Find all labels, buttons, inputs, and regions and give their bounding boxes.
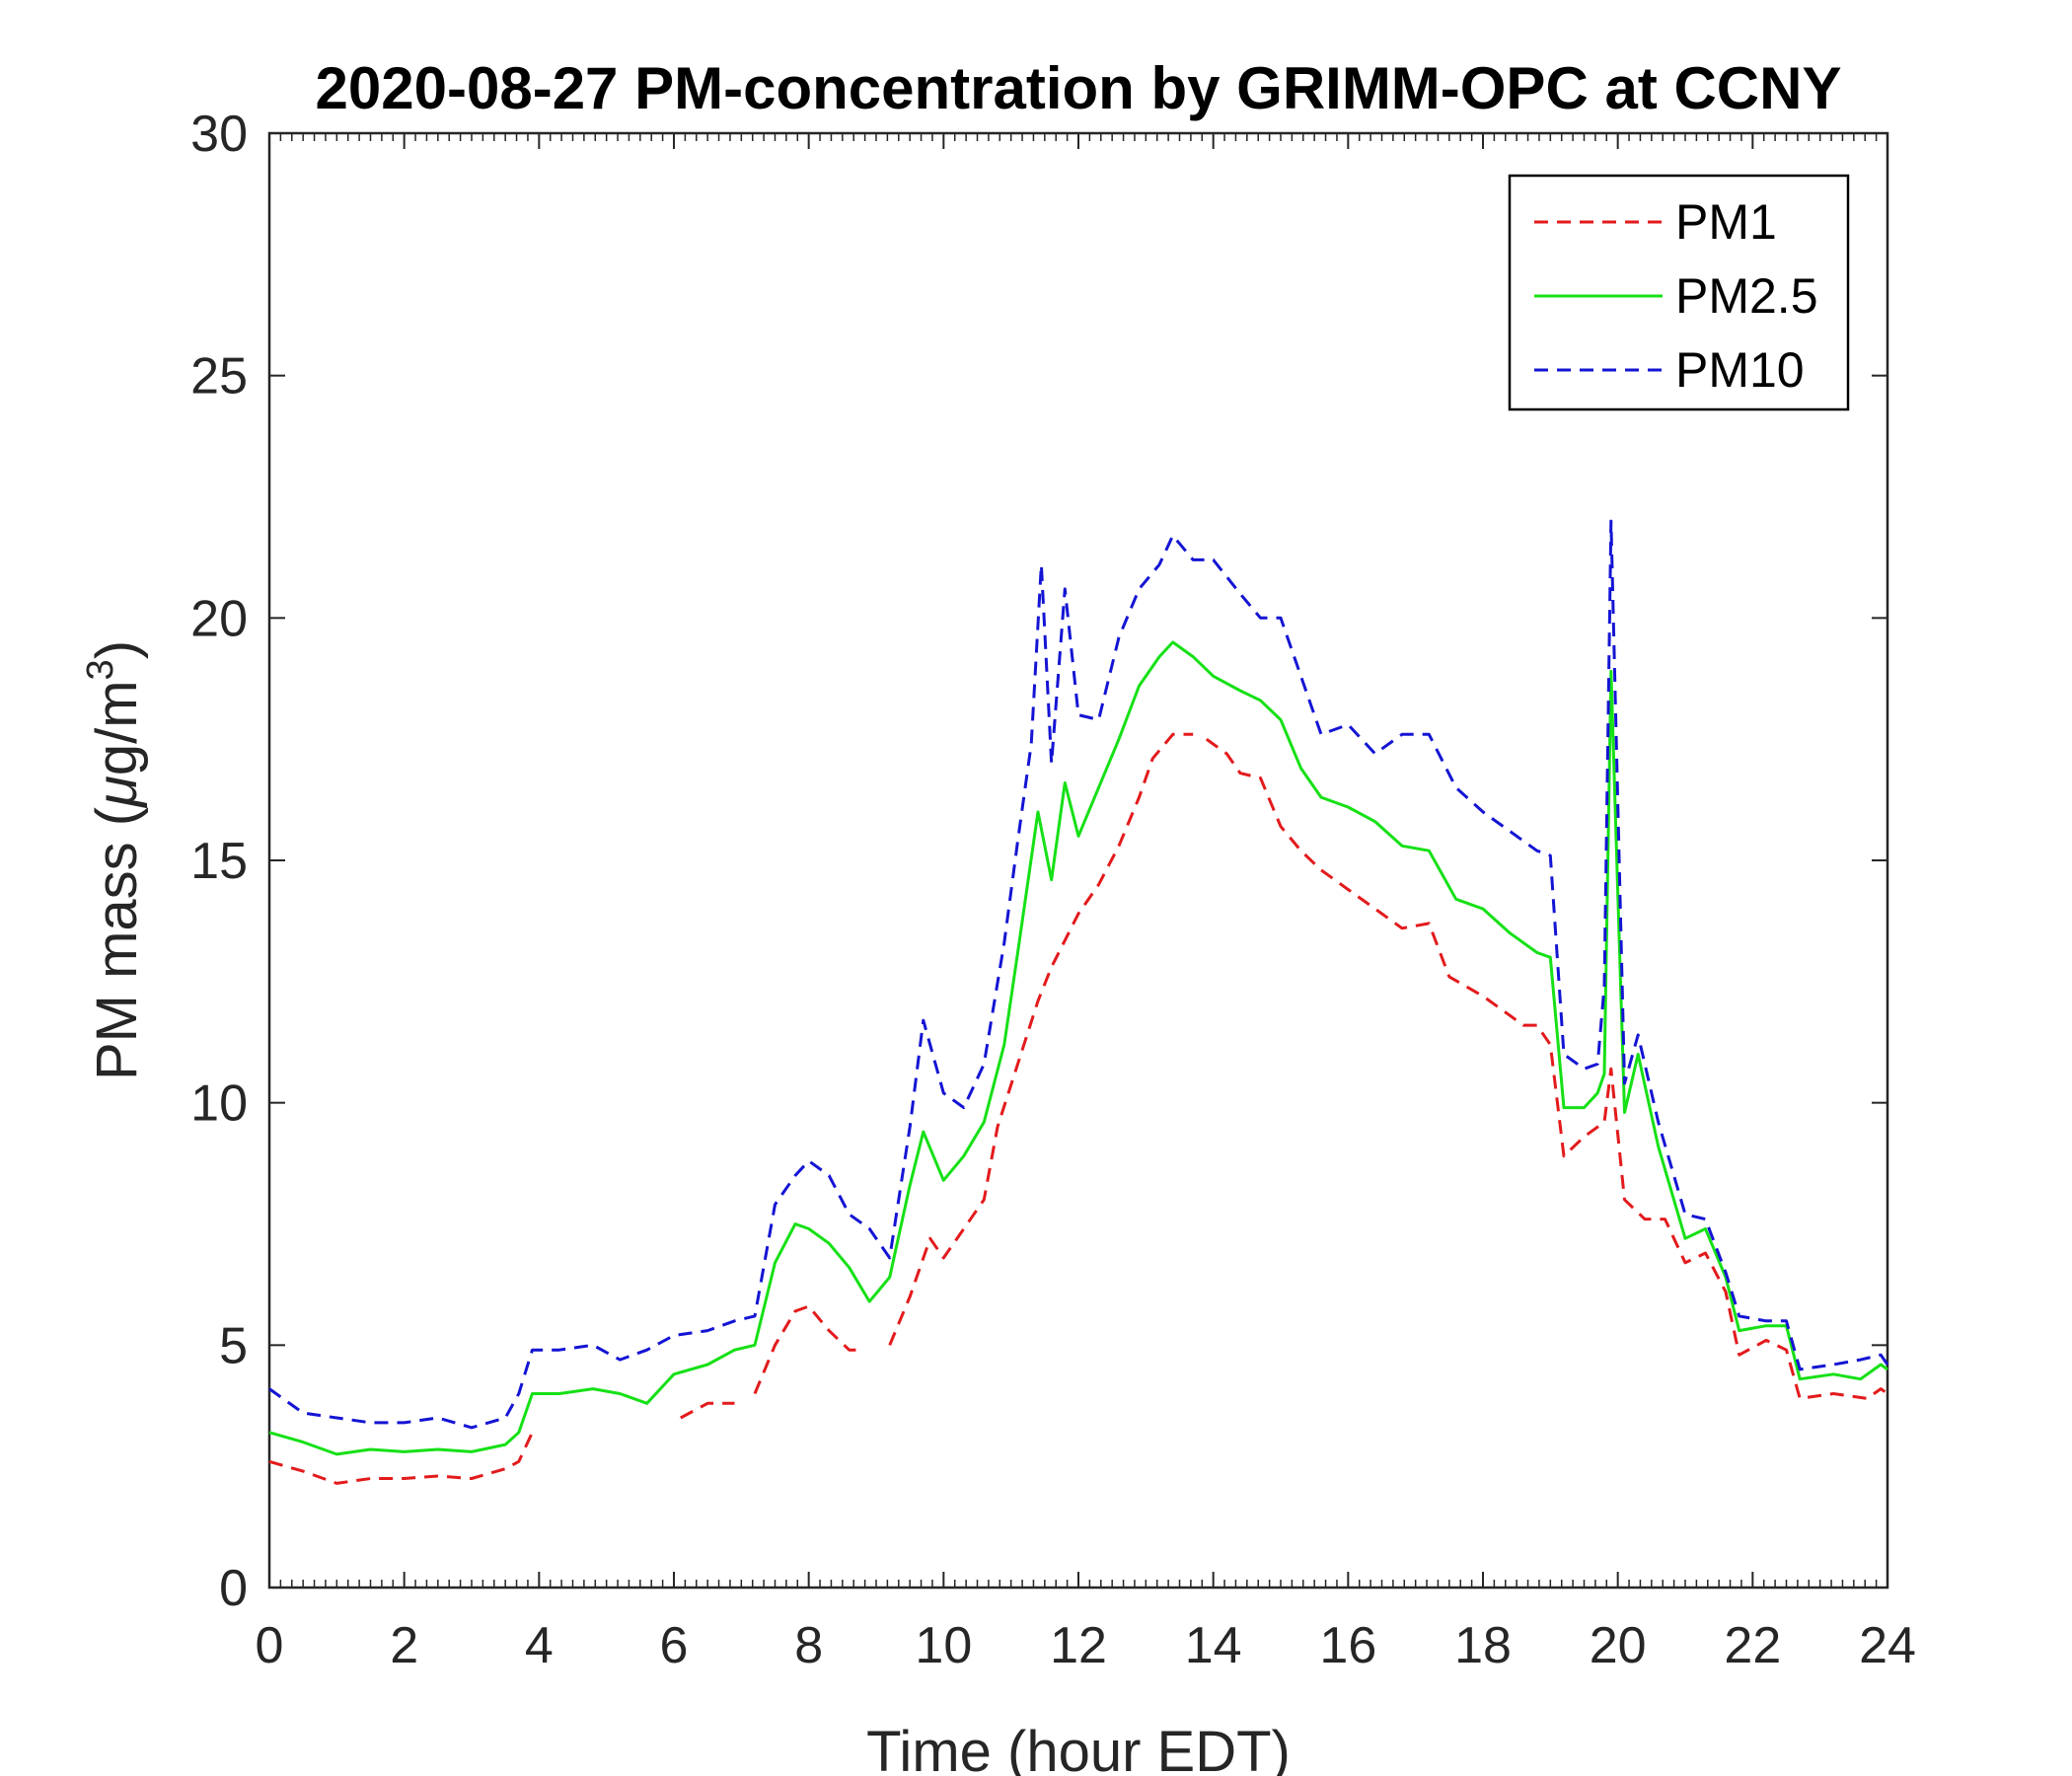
series-lines xyxy=(268,519,1889,1485)
y-tick-labels: 0 5 10 15 20 25 30 xyxy=(190,106,248,1617)
y-axis-label-superscript: 3 xyxy=(80,659,121,680)
y-axis-label-suffix: ) xyxy=(85,640,149,659)
x-tick-label: 22 xyxy=(1724,1617,1781,1674)
x-tick-label: 18 xyxy=(1454,1617,1512,1674)
y-axis-label-unit: g/m xyxy=(85,680,149,776)
y-axis-label-mu: μ xyxy=(85,776,149,809)
x-tick-label: 8 xyxy=(794,1617,823,1674)
chart-title: 2020-08-27 PM-concentration by GRIMM-OPC… xyxy=(316,55,1842,121)
y-tick-label: 5 xyxy=(219,1317,248,1374)
x-tick-label: 0 xyxy=(256,1617,284,1674)
x-tick-label: 16 xyxy=(1319,1617,1376,1674)
x-tick-label: 6 xyxy=(660,1617,689,1674)
y-tick-label: 15 xyxy=(190,833,248,890)
x-tick-label: 24 xyxy=(1859,1617,1916,1674)
y-axis-label-prefix: PM mass ( xyxy=(85,807,149,1080)
minor-ticks xyxy=(279,133,1878,1588)
x-tick-label: 10 xyxy=(915,1617,972,1674)
y-tick-label: 25 xyxy=(190,348,248,406)
x-axis-label: Time (hour EDT) xyxy=(866,1720,1291,1776)
major-ticks xyxy=(268,132,1888,1589)
x-tick-label: 4 xyxy=(525,1617,554,1674)
legend-label-pm2-5: PM2.5 xyxy=(1675,268,1818,324)
x-tick-labels: 0 2 4 6 8 10 12 14 16 18 20 22 24 xyxy=(256,1617,1916,1674)
legend: PM1 PM2.5 PM10 xyxy=(1508,174,1850,411)
y-tick-label: 20 xyxy=(190,590,248,647)
x-tick-label: 20 xyxy=(1590,1617,1647,1674)
y-axis-label: PM mass (μg/m3) xyxy=(80,640,149,1080)
series-line-pm1 xyxy=(268,732,1888,1485)
x-tick-label: 2 xyxy=(390,1617,418,1674)
series-line-pm10 xyxy=(268,519,1889,1430)
y-tick-label: 0 xyxy=(219,1560,248,1617)
x-tick-label: 12 xyxy=(1050,1617,1107,1674)
series-line-pm2-5 xyxy=(268,640,1888,1456)
x-tick-label: 14 xyxy=(1185,1617,1242,1674)
y-tick-label: 30 xyxy=(190,106,248,163)
legend-label-pm10: PM10 xyxy=(1675,342,1805,398)
legend-label-pm1: PM1 xyxy=(1675,194,1777,250)
y-tick-label: 10 xyxy=(190,1075,248,1133)
